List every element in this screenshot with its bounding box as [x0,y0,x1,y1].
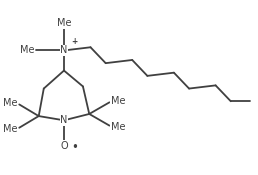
Text: O: O [60,141,68,151]
Text: N: N [60,115,68,125]
Text: Me: Me [111,96,125,106]
Text: Me: Me [4,124,18,134]
Text: +: + [71,37,77,47]
Text: Me: Me [57,18,71,28]
Text: Me: Me [4,98,18,108]
Text: Me: Me [20,46,34,55]
Text: N: N [60,46,68,55]
Text: Me: Me [111,122,125,132]
Text: •: • [71,141,78,154]
